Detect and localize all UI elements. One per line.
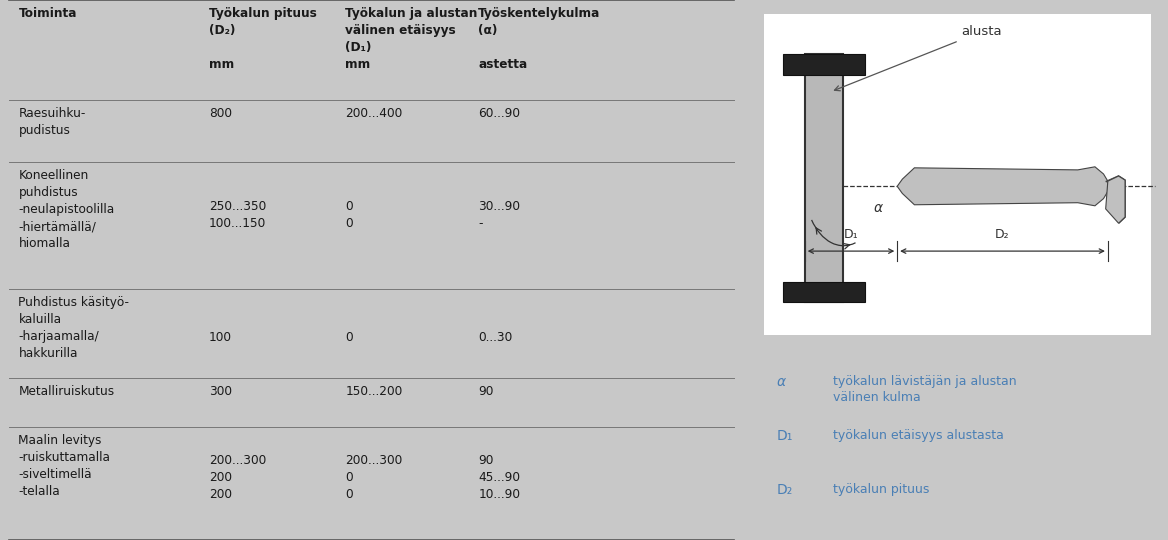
Text: 300: 300 — [209, 385, 232, 398]
Text: työkalun pituus: työkalun pituus — [833, 483, 929, 496]
Text: α: α — [777, 375, 786, 389]
Text: D₂: D₂ — [777, 483, 793, 497]
Text: Työkalun pituus
(D₂)

mm: Työkalun pituus (D₂) mm — [209, 7, 317, 71]
Text: Metalliruiskutus: Metalliruiskutus — [19, 385, 114, 398]
Text: Työkalun ja alustan
välinen etäisyys
(D₁)
mm: Työkalun ja alustan välinen etäisyys (D₁… — [346, 7, 478, 71]
Text: 0...30: 0...30 — [479, 331, 513, 344]
Text: Puhdistus käsityö-
kaluilla
-harjaamalla/
hakkurilla: Puhdistus käsityö- kaluilla -harjaamalla… — [19, 296, 130, 360]
Text: työkalun lävistäjän ja alustan
välinen kulma: työkalun lävistäjän ja alustan välinen k… — [833, 375, 1016, 404]
Text: työkalun etäisyys alustasta: työkalun etäisyys alustasta — [833, 429, 1003, 442]
Text: 200...300
200
200: 200...300 200 200 — [209, 454, 266, 501]
Text: 200...300
0
0: 200...300 0 0 — [346, 454, 403, 501]
Text: D₁: D₁ — [777, 429, 793, 443]
Text: 30...90
-: 30...90 - — [479, 200, 520, 231]
Text: 0
0: 0 0 — [346, 200, 353, 231]
Text: 150...200: 150...200 — [346, 385, 403, 398]
Text: Työskentelykulma
(α)

astetta: Työskentelykulma (α) astetta — [479, 7, 600, 71]
Polygon shape — [897, 167, 1107, 206]
Text: 90: 90 — [479, 385, 494, 398]
Text: Raesuihku-
pudistus: Raesuihku- pudistus — [19, 107, 85, 137]
Text: α: α — [874, 201, 883, 215]
Polygon shape — [1106, 176, 1125, 223]
Text: 800: 800 — [209, 107, 232, 120]
Text: 100: 100 — [209, 331, 232, 344]
Text: 200...400: 200...400 — [346, 107, 403, 120]
Bar — [805, 54, 843, 302]
Text: 0: 0 — [346, 331, 353, 344]
Text: Koneellinen
puhdistus
-neulapistoolilla
-hiertämällä/
hiomalla: Koneellinen puhdistus -neulapistoolilla … — [19, 169, 114, 250]
Text: 90
45...90
10...90: 90 45...90 10...90 — [479, 454, 520, 501]
Text: D₂: D₂ — [995, 227, 1010, 241]
Text: alusta: alusta — [834, 25, 1002, 91]
Bar — [784, 282, 865, 302]
Bar — [764, 14, 1150, 335]
Text: 60...90: 60...90 — [479, 107, 520, 120]
Bar — [784, 54, 865, 75]
Text: 250...350
100...150: 250...350 100...150 — [209, 200, 266, 231]
Text: Maalin levitys
-ruiskuttamalla
-siveltimellä
-telalla: Maalin levitys -ruiskuttamalla -siveltim… — [19, 434, 111, 498]
Text: D₁: D₁ — [843, 227, 858, 241]
Text: Toiminta: Toiminta — [19, 7, 77, 20]
